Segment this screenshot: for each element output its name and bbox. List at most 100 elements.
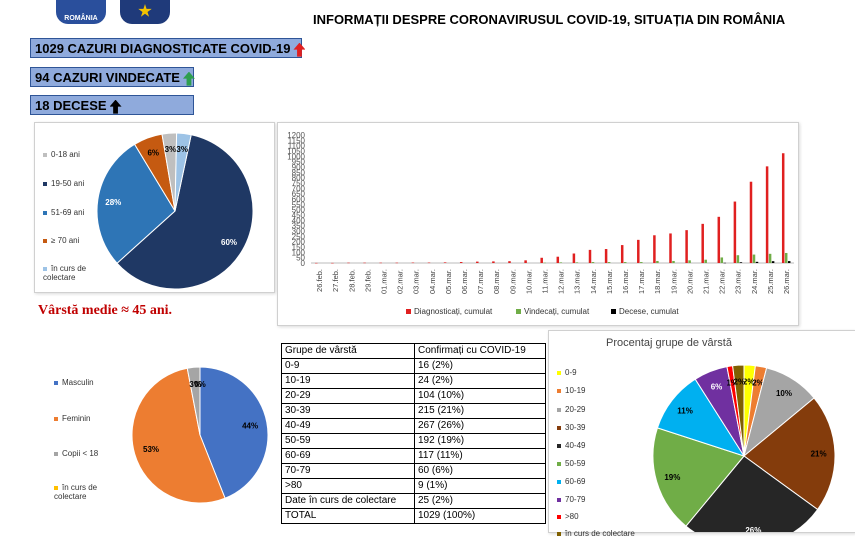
y-tick-label: 150: [292, 243, 306, 252]
x-tick-label: 26.mar.: [782, 269, 791, 294]
diagnosed-bar: [347, 262, 350, 264]
legend-swatch: [557, 388, 561, 393]
legend-swatch: [557, 497, 561, 502]
legend-label: 19-50 ani: [51, 179, 85, 188]
sex-pie-legend-item: în curs de colectare: [54, 483, 110, 501]
groups-pie-value-label: 2%: [752, 379, 764, 388]
diagnosed-cases-box: 1029 CAZURI DIAGNOSTICATE COVID-19: [30, 38, 306, 58]
x-tick-label: 23.mar.: [734, 269, 743, 294]
groups-pie-legend-item: 60-69: [557, 477, 585, 486]
groups-pie-legend-item: 50-59: [557, 459, 585, 468]
x-tick-label: 26.feb.: [315, 269, 324, 292]
table-row: >80 9 (1%): [281, 478, 546, 494]
groups-pie-value-label: 2%: [743, 378, 755, 387]
table-row: 10-19 24 (2%): [281, 373, 546, 389]
groups-pie-legend-item: 70-79: [557, 495, 585, 504]
groups-pie-value-label: 2%: [734, 378, 746, 387]
recovered-cases-box: 94 CAZURI VINDECATE: [30, 67, 195, 87]
x-tick-label: 29.feb.: [363, 269, 372, 292]
age-pie-slice: [96, 143, 176, 264]
age-groups-table: Grupe de vârstă Confirmați cu COVID-19 0-9…: [281, 343, 546, 524]
recovered-bar: [784, 252, 788, 263]
legend-swatch: [406, 309, 411, 314]
sex-pie-legend-item: Feminin: [54, 414, 90, 423]
recovered-bar: [640, 262, 643, 263]
legend-swatch: [43, 266, 47, 271]
ministry-emblem-logo: [120, 0, 170, 24]
y-tick-label: 850: [292, 168, 306, 177]
groups-pie-value-label: 26%: [745, 526, 761, 532]
table-cell: 10-19: [281, 373, 415, 389]
page-title: INFORMAȚII DESPRE CORONAVIRUSUL COVID-19…: [313, 12, 786, 27]
x-tick-label: 07.mar.: [476, 269, 485, 294]
legend-label: Vindecați, cumulat: [524, 307, 590, 316]
legend-swatch: [557, 407, 561, 412]
age-pie-value-label: 28%: [105, 198, 121, 207]
diagnosed-bar: [492, 261, 495, 263]
legend-swatch: [54, 451, 58, 456]
legend-label: în curs de colectare: [54, 483, 98, 501]
legend-label: Decese, cumulat: [619, 307, 679, 316]
recovered-bar: [736, 255, 740, 263]
cumulative-bar-chart: 0501001502002503003504004505005506006507…: [287, 131, 794, 316]
age-groups-pie-panel: Procentaj grupe de vârstă 0-9 10-19 20-29 3…: [548, 330, 855, 538]
diagnosed-bar: [427, 262, 431, 264]
sex-pie-value-label: 3%: [189, 380, 201, 389]
diagnosed-bar: [637, 239, 640, 263]
recovered-bar: [720, 257, 724, 263]
table-cell: 25 (2%): [414, 493, 546, 509]
age-pie-legend-item: ≥ 70 ani: [43, 236, 79, 245]
legend-label: Diagnosticați, cumulat: [414, 307, 493, 316]
table-cell: Grupe de vârstă: [281, 343, 415, 359]
age-groups-pie-title: Procentaj grupe de vârstă: [606, 337, 732, 349]
legend-swatch: [43, 181, 47, 186]
age-pie-value-label: 3%: [165, 145, 177, 154]
recovered-bar: [575, 262, 579, 263]
groups-pie-slice: [743, 397, 836, 511]
y-tick-label: 1000: [287, 152, 305, 161]
groups-pie-slice: [685, 455, 819, 532]
diagnosed-bar: [733, 201, 737, 263]
groups-pie-legend-item: 20-29: [557, 405, 585, 414]
legend-label: 0-18 ani: [51, 150, 80, 159]
recovered-bar: [656, 260, 659, 263]
diagnosed-bar: [540, 257, 543, 263]
y-tick-label: 900: [292, 163, 306, 172]
legend-swatch: [557, 425, 561, 430]
y-tick-label: 700: [292, 184, 306, 193]
table-cell: 40-49: [281, 418, 415, 434]
legend-label: ≥ 70 ani: [51, 236, 80, 245]
sex-pie-slice: [131, 367, 226, 504]
y-tick-label: 300: [292, 227, 306, 236]
age-pie-legend: 0-18 ani 19-50 ani 51-69 ani ≥ 70 ani în cur…: [43, 123, 103, 292]
legend-label: în curs de colectare: [43, 264, 87, 282]
y-tick-label: 1200: [287, 131, 305, 140]
diagnosed-bar: [685, 230, 688, 263]
table-cell: Date în curs de colectare: [281, 493, 415, 509]
table-row: TOTAL 1029 (100%): [281, 508, 546, 524]
y-tick-label: 350: [292, 222, 306, 231]
table-row: 50-59 192 (19%): [281, 433, 546, 449]
deaths-bar: [739, 262, 743, 263]
age-pie-legend-item: 0-18 ani: [43, 150, 80, 159]
x-tick-label: 20.mar.: [685, 269, 694, 294]
recovered-bar: [543, 262, 546, 264]
y-tick-label: 200: [292, 238, 306, 247]
diagnosed-bar: [669, 233, 672, 263]
table-cell: 267 (26%): [414, 418, 546, 434]
diagnosed-cases-text: 1029 CAZURI DIAGNOSTICATE COVID-19: [35, 41, 291, 56]
legend-label: 70-79: [565, 495, 586, 504]
recovered-bar: [672, 260, 675, 263]
x-tick-label: 25.mar.: [766, 269, 775, 294]
y-tick-label: 250: [292, 232, 306, 241]
x-tick-label: 10.mar.: [524, 269, 533, 294]
legend-swatch: [557, 531, 561, 536]
groups-pie-value-label: 6%: [711, 383, 723, 392]
y-tick-label: 600: [292, 195, 306, 204]
legend-label: 50-59: [565, 459, 586, 468]
sex-pie-legend: Masculin Feminin Copii < 18 în curs de cole…: [54, 340, 114, 526]
table-cell: Confirmați cu COVID-19: [414, 343, 546, 359]
legend-label: Copii < 18: [62, 449, 99, 458]
y-tick-label: 100: [292, 248, 306, 257]
diagnosed-bar: [717, 216, 721, 263]
